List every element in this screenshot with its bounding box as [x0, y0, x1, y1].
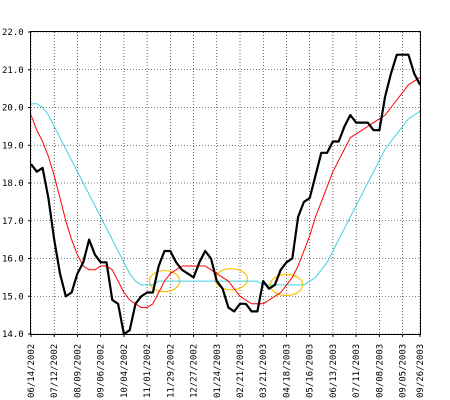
x-tick-label: 07/12/2002: [50, 344, 60, 398]
y-tick-label: 22.0: [2, 28, 24, 38]
y-tick-label: 17.0: [2, 217, 24, 227]
y-tick-label: 19.0: [2, 141, 24, 151]
x-tick-label: 02/21/2003: [236, 344, 246, 398]
series-line-1: [30, 76, 421, 309]
y-tick-label: 15.0: [2, 292, 24, 302]
series-line-0: [30, 53, 421, 336]
y-tick-label: 18.0: [2, 179, 24, 189]
series-lines: [30, 53, 421, 336]
x-tick-label: 12/27/2002: [190, 344, 200, 398]
x-tick-label: 06/13/2003: [329, 344, 339, 398]
y-tick-label: 16.0: [2, 255, 24, 265]
x-tick-label: 09/06/2002: [97, 344, 107, 398]
x-tick-label: 08/09/2002: [73, 344, 83, 398]
x-tick-label: 08/08/2003: [375, 344, 385, 398]
x-tick-label: 09/26/2003: [416, 344, 426, 398]
x-tick-label: 06/14/2002: [27, 344, 37, 398]
y-tick-label: 14.0: [2, 330, 24, 340]
x-tick-label: 03/21/2003: [259, 344, 269, 398]
x-tick-label: 09/05/2003: [399, 344, 409, 398]
x-tick-label: 04/18/2003: [282, 344, 292, 398]
y-tick-label: 21.0: [2, 66, 24, 76]
series-line-2: [31, 103, 421, 286]
x-tick-label: 10/04/2002: [120, 344, 130, 398]
y-tick-label: 20.0: [2, 104, 24, 114]
x-axis-ticks: 06/14/2002 07/12/2002 08/09/2002 09/06/2002…: [27, 334, 426, 398]
y-axis-ticks: 14.0 15.0 16.0 17.0 18.0 19.0 20.0 21.0 22.0: [2, 28, 31, 340]
x-tick-label: 11/01/2002: [143, 344, 153, 398]
x-tick-label: 01/24/2003: [213, 344, 223, 398]
x-tick-label: 11/29/2002: [166, 344, 176, 398]
x-tick-label: 05/16/2003: [306, 344, 316, 398]
x-tick-label: 07/11/2003: [352, 344, 362, 398]
annotation-ellipse: [214, 268, 249, 291]
